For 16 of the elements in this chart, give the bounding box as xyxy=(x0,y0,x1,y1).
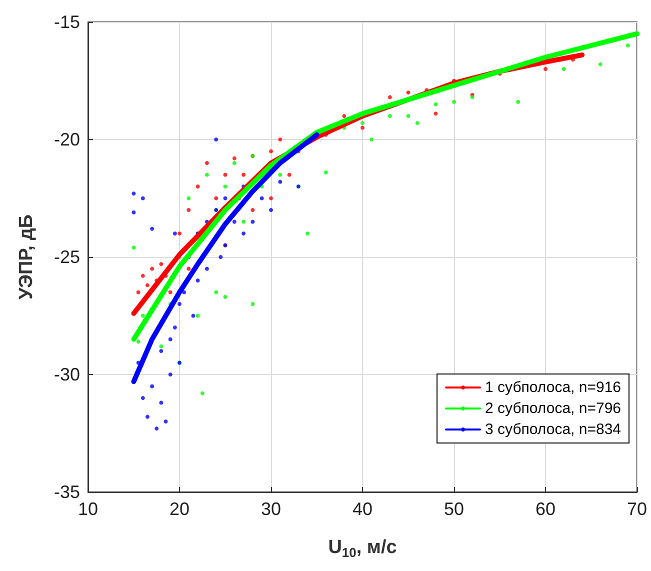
y-tick-label: -15 xyxy=(54,12,80,32)
x-tick-label: 60 xyxy=(535,499,556,519)
y-tick-label: -20 xyxy=(54,130,80,150)
x-tick-label: 20 xyxy=(169,499,190,519)
x-tick-label: 50 xyxy=(444,499,464,519)
y-axis-title: УЭПР, дБ xyxy=(16,214,37,300)
x-tick-label: 30 xyxy=(260,499,282,519)
x-tick-label: 10 xyxy=(78,499,98,519)
y-tick-label: -30 xyxy=(54,364,80,384)
y-tick-label: -25 xyxy=(54,247,80,267)
x-tick-label: 40 xyxy=(352,499,373,519)
legend-label: 3 субполоса, n=834 xyxy=(485,421,622,438)
y-tick-label: -35 xyxy=(54,482,80,502)
x-tick-label: 70 xyxy=(626,499,648,519)
legend-label: 2 субполоса, n=796 xyxy=(485,400,622,417)
legend-label: 1 субполоса, n=916 xyxy=(485,379,622,396)
